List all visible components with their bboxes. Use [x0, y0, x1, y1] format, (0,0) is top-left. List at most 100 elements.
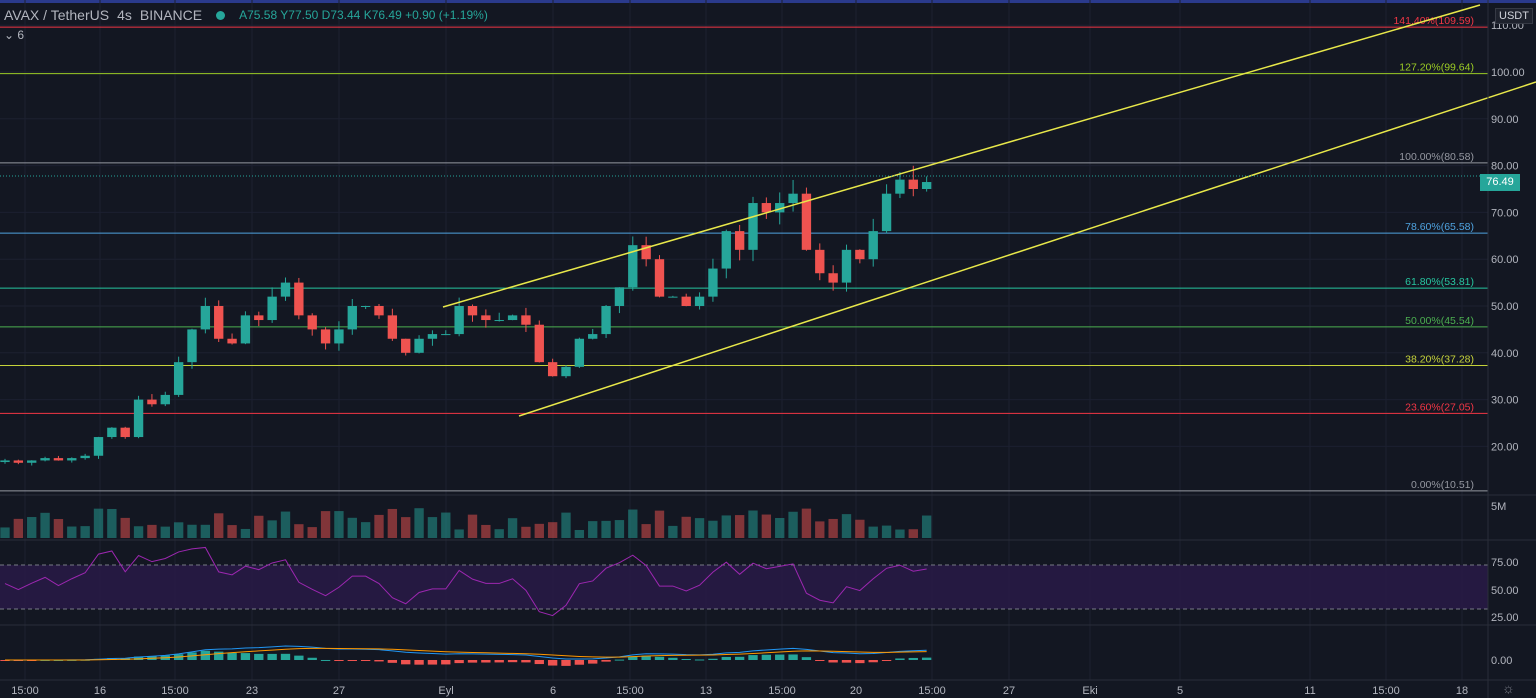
macd-bar [200, 650, 211, 660]
time-tick: 20 [850, 685, 862, 697]
macd-bar [334, 660, 344, 661]
candle-body [93, 437, 104, 456]
volume-bar [240, 528, 251, 538]
volume-bar [401, 517, 411, 538]
time-tick: 15:00 [768, 685, 796, 697]
interval[interactable]: 4s [117, 7, 132, 23]
price-tick: 20.00 [1491, 441, 1519, 453]
fib-retracement[interactable]: 141.40%(109.59) 127.20%(99.64) 100.00%(80.… [0, 15, 1488, 492]
high-value: Y77.50 [280, 8, 319, 22]
fib-level-label: 38.20%(37.28) [1405, 354, 1474, 366]
price-tick: 100.00 [1491, 67, 1525, 79]
chevron-down-icon: ⌄ [4, 28, 15, 42]
fib-level-label: 0.00%(10.51) [1411, 479, 1474, 491]
volume-bar [294, 524, 304, 538]
settings-gear-icon[interactable]: ☼ [1502, 680, 1515, 696]
volume-bar [654, 510, 665, 538]
low-value: D73.44 [321, 8, 361, 22]
rsi-line [4, 546, 927, 617]
rsi-band [0, 565, 1488, 609]
candles [0, 165, 932, 466]
time-tick: 15:00 [1372, 685, 1400, 697]
symbol-legend: AVAX / TetherUS 4s BINANCE A75.58 Y77.50… [4, 7, 488, 23]
currency-label[interactable]: USDT [1495, 8, 1533, 24]
candle-body [881, 193, 892, 232]
candle-body [654, 259, 665, 297]
candle-body [441, 334, 451, 336]
macd-bar [775, 654, 785, 660]
candle-body [187, 329, 197, 363]
macd-bar [601, 660, 611, 662]
candle-body [841, 249, 852, 283]
candle-body [254, 315, 264, 321]
macd-bar [214, 651, 224, 660]
price-axis[interactable]: 110.00100.0090.0080.0070.0060.0050.0040.… [1491, 20, 1525, 453]
channel-lower-line[interactable] [518, 81, 1536, 417]
candle-body [507, 315, 518, 321]
time-tick: 15:00 [161, 685, 189, 697]
volume-bar [280, 511, 291, 538]
candle-body [334, 329, 344, 344]
volume-bar [801, 508, 812, 538]
macd-bar [708, 658, 718, 660]
macd-bar [868, 660, 878, 663]
fib-level-label: 61.80%(53.81) [1405, 276, 1474, 288]
macd-bar [454, 660, 464, 664]
candle-body [120, 427, 130, 438]
rsi-tick-50: 50.00 [1491, 585, 1519, 597]
macd-bar [748, 655, 758, 660]
candle-body [401, 338, 411, 353]
time-axis[interactable]: 15:00 16 15:00 23 27 Eyl 6 15:00 13 15:00 20 15:00 2… [11, 685, 1468, 697]
pane-separators [0, 494, 1536, 681]
candle-body [668, 296, 678, 298]
macd-bar [133, 656, 144, 660]
macd-bar [681, 658, 691, 660]
macd-bar [534, 660, 544, 665]
channel-upper-line[interactable] [442, 4, 1481, 308]
volume-bar [160, 526, 170, 538]
macd-bar [788, 654, 798, 660]
macd-bar [654, 656, 665, 660]
volume-bar [374, 514, 384, 538]
candle-body [788, 193, 798, 204]
price-tick: 60.00 [1491, 254, 1519, 266]
candle-body [53, 458, 64, 461]
candle-body [200, 306, 211, 330]
volume-bar [13, 518, 24, 538]
indicators-toggle[interactable]: ⌄ 6 [4, 28, 24, 42]
volume-bar [133, 526, 144, 538]
macd-bar [815, 660, 825, 661]
candle-body [427, 334, 438, 339]
candle-body [601, 306, 611, 335]
time-tick: 27 [333, 685, 345, 697]
time-tick: 13 [700, 685, 712, 697]
volume-bar [120, 517, 130, 538]
volume-bar [855, 519, 865, 538]
candle-body [908, 179, 918, 189]
indicator-count: 6 [17, 28, 25, 42]
rsi-tick-75: 75.00 [1491, 557, 1519, 569]
candle-body [748, 203, 758, 250]
volume-bar [547, 522, 558, 538]
macd-bar [921, 657, 932, 660]
ohlc-values: A75.58 Y77.50 D73.44 K76.49 +0.90 (+1.19… [239, 8, 488, 22]
macd-bar [240, 653, 251, 660]
volume-bar [427, 517, 438, 538]
candle-body [27, 460, 37, 463]
time-tick: 15:00 [616, 685, 644, 697]
candle-body [815, 249, 825, 274]
change-value: +0.90 (+1.19%) [405, 8, 488, 22]
fib-level-label: 141.40%(109.59) [1393, 15, 1474, 27]
top-accent-bar [0, 0, 1536, 3]
volume-bar [921, 515, 932, 538]
volume-bar [334, 511, 344, 538]
candle-body [895, 179, 905, 194]
macd-bar [734, 656, 745, 660]
time-tick: 5 [1177, 685, 1183, 697]
symbol-name[interactable]: AVAX / TetherUS [4, 7, 110, 23]
volume-bar [387, 508, 398, 538]
candle-body [481, 315, 491, 321]
volume-bar [641, 524, 651, 538]
macd-bar [254, 653, 264, 660]
